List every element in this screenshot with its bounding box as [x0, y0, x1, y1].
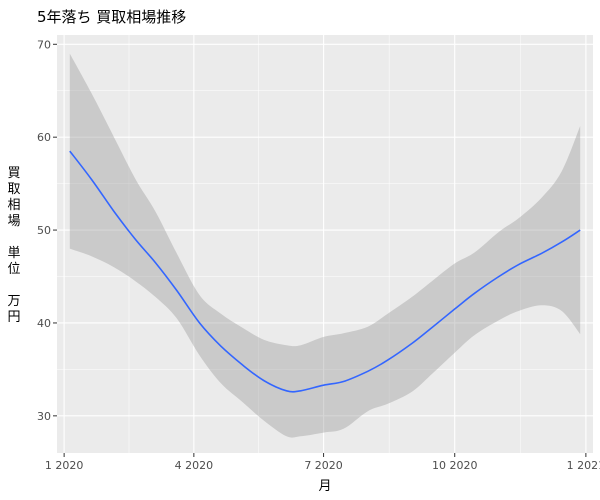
y-axis-title-char: 場: [7, 214, 20, 229]
y-axis-title-char: 単: [7, 245, 20, 261]
confidence-band: [69, 53, 581, 438]
y-tick-label: 40: [37, 317, 51, 330]
y-axis-title-char: 万: [7, 294, 20, 309]
minor-gridlines: [57, 35, 593, 453]
y-tick-label: 60: [37, 131, 51, 144]
x-axis: 1 2020 4 2020 7 2020 10 2020 1 2021: [45, 453, 600, 472]
y-tick-label: 70: [37, 38, 51, 51]
chart-title: 5年落ち 買取相場推移: [37, 8, 186, 26]
major-gridlines: [57, 35, 593, 453]
x-tick-label: 7 2020: [304, 459, 343, 472]
trend-line: [69, 150, 581, 393]
x-tick-label: 1 2020: [45, 459, 84, 472]
x-axis-title: 月: [318, 479, 331, 494]
x-tick-label: 4 2020: [175, 459, 214, 472]
y-axis-title-char: 位: [7, 262, 20, 277]
plot-panel: [57, 35, 593, 453]
x-tick-label: 10 2020: [432, 459, 478, 472]
y-axis: 30 40 50 60 70: [37, 38, 57, 423]
x-tick-label: 1 2021: [567, 459, 600, 472]
y-axis-title-char: 円: [7, 310, 20, 325]
y-tick-label: 30: [37, 410, 51, 423]
y-axis-title-char: 相: [7, 198, 20, 213]
y-axis-title-char: 取: [7, 182, 20, 197]
y-tick-label: 50: [37, 224, 51, 237]
y-axis-title-char: 買: [7, 166, 20, 181]
